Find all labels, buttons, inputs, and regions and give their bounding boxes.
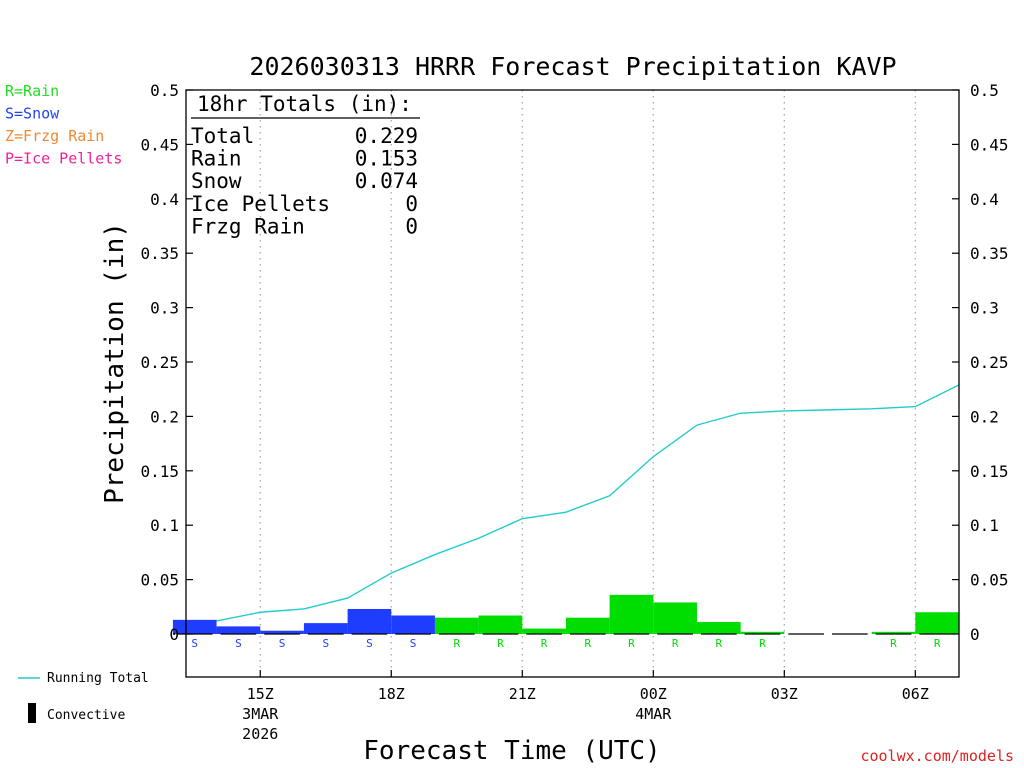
y-tick-label: 0.05 [970,571,1009,590]
precip-type-label: S [410,637,417,650]
x-tick-label: 03Z [771,685,798,703]
precip-bar [740,631,785,634]
precip-bar [347,608,392,634]
totals-row-label: Total [191,124,254,148]
totals-row-value: 0.229 [355,124,418,148]
precip-type-label: S [322,637,329,650]
precip-bar [609,594,654,634]
legend-item: Z=Frzg Rain [5,127,104,145]
y-axis-left: 0 0.05 0.1 0.15 0.2 0.25 0.3 0.35 0.4 0.45 0.5 [140,81,193,644]
bars [172,594,959,634]
totals-row-value: 0 [405,192,418,216]
x-tick-date: 4MAR [635,705,672,723]
y-tick-label: 0.25 [970,353,1009,372]
precip-bar [565,617,610,634]
precip-type-label: R [628,637,635,650]
precip-bar [653,602,697,634]
precip-type-label: R [541,637,548,650]
legend: R=Rain S=Snow Z=Frzg Rain P=Ice Pellets [5,82,122,168]
y-tick-label: 0.2 [970,407,999,426]
totals-box: 18hr Totals (in): Total 0.229 Rain 0.153 Sno… [191,92,420,238]
precip-bar [434,617,479,634]
precip-type-label: R [497,637,504,650]
y-tick-label: 0.35 [140,244,179,263]
y-tick-label: 0.5 [970,81,999,100]
y-axis-right: 0 0.05 0.1 0.15 0.2 0.25 0.3 0.35 0.4 0.45 0.5 [952,81,1009,644]
legend-item: R=Rain [5,82,59,100]
precip-type-label: R [453,637,460,650]
precip-type-label: R [584,637,591,650]
precip-bar [696,622,741,634]
x-tick-label: 18Z [378,685,405,703]
precip-bar [478,615,523,634]
y-tick-label: 0.2 [150,407,179,426]
precip-bar [260,630,304,634]
precip-bar [391,615,435,634]
bottom-legend: Running Total Convective [18,671,149,723]
y-tick-label: 0.5 [150,81,179,100]
legend-item: P=Ice Pellets [5,150,122,168]
x-tick-label: 21Z [509,685,536,703]
y-tick-label: 0.1 [150,516,179,535]
x-axis-label: Forecast Time (UTC) [363,736,660,766]
precip-bar [915,612,959,634]
precip-bar [172,619,217,634]
precip-type-label: S [191,637,198,650]
totals-row-value: 0.153 [355,147,418,171]
legend-item: S=Snow [5,105,60,123]
precip-type-label: R [715,637,722,650]
y-tick-label: 0.4 [970,190,999,209]
precip-type-label: R [934,637,941,650]
y-tick-label: 0.1 [970,516,999,535]
totals-row-label: Snow [191,169,242,193]
x-tick-label: 15Z [247,685,274,703]
precip-bar [303,623,348,634]
x-tick-year: 2026 [242,725,278,743]
totals-row-label: Ice Pellets [191,192,330,216]
precip-type-label: R [759,637,766,650]
y-tick-label: 0.25 [140,353,179,372]
precip-bar [522,628,566,634]
y-tick-label: 0.45 [970,135,1009,154]
y-axis-label: Precipitation (in) [100,222,130,504]
y-tick-label: 0.3 [150,299,179,318]
x-axis: 15Z 3MAR 2026 18Z 21Z 00Z 4MAR 03Z 06Z [242,670,929,743]
running-total-line [216,384,960,622]
running-total-legend-label: Running Total [47,671,149,686]
precip-type-label: R [890,637,897,650]
y-tick-label: 0.15 [970,462,1009,481]
precip-bar [216,626,261,634]
precip-type-label: S [366,637,373,650]
plot-frame [185,89,960,678]
precip-type-label: R [672,637,679,650]
y-tick-label: 0 [169,625,179,644]
precip-type-label: S [279,637,286,650]
y-tick-label: 0 [970,625,980,644]
site-credit: coolwx.com/models [860,747,1014,765]
convective-legend-swatch [28,703,36,723]
y-tick-label: 0.35 [970,244,1009,263]
x-tick-label: 00Z [640,685,667,703]
precip-bar [871,631,916,634]
precip-type-label: S [235,637,242,650]
y-tick-label: 0.45 [140,135,179,154]
y-tick-label: 0.4 [150,190,179,209]
totals-row-label: Frzg Rain [191,214,305,238]
totals-row-label: Rain [191,147,242,171]
totals-row-value: 0 [405,214,418,238]
y-tick-label: 0.05 [140,571,179,590]
totals-header: 18hr Totals (in): [197,92,412,116]
y-tick-label: 0.15 [140,462,179,481]
convective-legend-label: Convective [47,708,125,723]
x-tick-date: 3MAR [242,705,279,723]
totals-row-value: 0.074 [355,169,418,193]
chart-title: 2026030313 HRRR Forecast Precipitation K… [249,52,896,81]
y-tick-label: 0.3 [970,299,999,318]
x-tick-label: 06Z [902,685,929,703]
